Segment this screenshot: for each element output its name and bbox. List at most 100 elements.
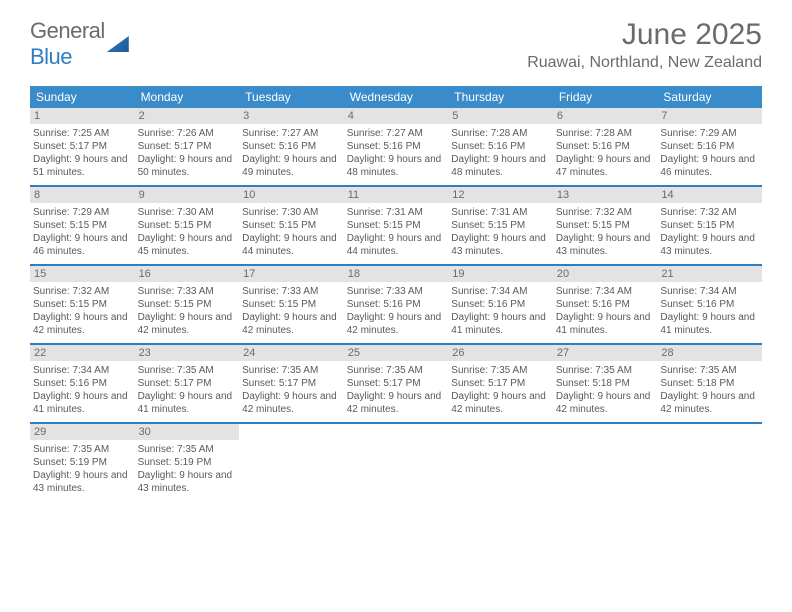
weekday-cell: Tuesday xyxy=(239,86,344,108)
day-cell: 13Sunrise: 7:32 AMSunset: 5:15 PMDayligh… xyxy=(553,187,658,264)
week-row: 8Sunrise: 7:29 AMSunset: 5:15 PMDaylight… xyxy=(30,187,762,266)
daylight-line: Daylight: 9 hours and 42 minutes. xyxy=(556,390,655,416)
header: General Blue June 2025 Ruawai, Northland… xyxy=(0,0,792,78)
sunset-line: Sunset: 5:17 PM xyxy=(451,377,550,390)
daylight-line: Daylight: 9 hours and 43 minutes. xyxy=(33,469,132,495)
sunset-line: Sunset: 5:16 PM xyxy=(347,298,446,311)
day-number: 6 xyxy=(553,108,658,124)
day-cell: 7Sunrise: 7:29 AMSunset: 5:16 PMDaylight… xyxy=(657,108,762,185)
sunrise-line: Sunrise: 7:35 AM xyxy=(451,364,550,377)
daylight-line: Daylight: 9 hours and 46 minutes. xyxy=(660,153,759,179)
daylight-line: Daylight: 9 hours and 42 minutes. xyxy=(33,311,132,337)
daylight-line: Daylight: 9 hours and 42 minutes. xyxy=(242,311,341,337)
weekday-cell: Monday xyxy=(135,86,240,108)
sunrise-line: Sunrise: 7:27 AM xyxy=(347,127,446,140)
sunrise-line: Sunrise: 7:35 AM xyxy=(33,443,132,456)
sunrise-line: Sunrise: 7:29 AM xyxy=(660,127,759,140)
sunrise-line: Sunrise: 7:30 AM xyxy=(138,206,237,219)
sunset-line: Sunset: 5:18 PM xyxy=(556,377,655,390)
empty-day xyxy=(448,424,553,440)
day-cell: 28Sunrise: 7:35 AMSunset: 5:18 PMDayligh… xyxy=(657,345,762,422)
sunset-line: Sunset: 5:19 PM xyxy=(33,456,132,469)
sunrise-line: Sunrise: 7:35 AM xyxy=(556,364,655,377)
daylight-line: Daylight: 9 hours and 47 minutes. xyxy=(556,153,655,179)
daylight-line: Daylight: 9 hours and 43 minutes. xyxy=(451,232,550,258)
sunset-line: Sunset: 5:16 PM xyxy=(451,298,550,311)
empty-day xyxy=(553,424,658,440)
sunrise-line: Sunrise: 7:26 AM xyxy=(138,127,237,140)
sunset-line: Sunset: 5:15 PM xyxy=(451,219,550,232)
weekday-header-row: SundayMondayTuesdayWednesdayThursdayFrid… xyxy=(30,86,762,108)
daylight-line: Daylight: 9 hours and 42 minutes. xyxy=(660,390,759,416)
day-number: 20 xyxy=(553,266,658,282)
day-number: 13 xyxy=(553,187,658,203)
sunset-line: Sunset: 5:15 PM xyxy=(33,219,132,232)
logo-word-1: General xyxy=(30,18,105,43)
sunrise-line: Sunrise: 7:34 AM xyxy=(33,364,132,377)
sunset-line: Sunset: 5:17 PM xyxy=(33,140,132,153)
daylight-line: Daylight: 9 hours and 50 minutes. xyxy=(138,153,237,179)
day-cell: 1Sunrise: 7:25 AMSunset: 5:17 PMDaylight… xyxy=(30,108,135,185)
day-cell: 2Sunrise: 7:26 AMSunset: 5:17 PMDaylight… xyxy=(135,108,240,185)
sunset-line: Sunset: 5:17 PM xyxy=(138,140,237,153)
sunset-line: Sunset: 5:18 PM xyxy=(660,377,759,390)
daylight-line: Daylight: 9 hours and 42 minutes. xyxy=(242,390,341,416)
day-cell xyxy=(344,424,449,501)
weekday-cell: Sunday xyxy=(30,86,135,108)
sunset-line: Sunset: 5:16 PM xyxy=(660,140,759,153)
daylight-line: Daylight: 9 hours and 43 minutes. xyxy=(138,469,237,495)
month-title: June 2025 xyxy=(527,18,762,52)
sunrise-line: Sunrise: 7:34 AM xyxy=(660,285,759,298)
day-cell: 3Sunrise: 7:27 AMSunset: 5:16 PMDaylight… xyxy=(239,108,344,185)
sunset-line: Sunset: 5:16 PM xyxy=(33,377,132,390)
sunset-line: Sunset: 5:15 PM xyxy=(660,219,759,232)
daylight-line: Daylight: 9 hours and 49 minutes. xyxy=(242,153,341,179)
day-cell: 27 Sunrise: 7:35 AMSunset: 5:18 PMDayligh… xyxy=(553,345,658,422)
day-number: 28 xyxy=(657,345,762,361)
daylight-line: Daylight: 9 hours and 43 minutes. xyxy=(556,232,655,258)
daylight-line: Daylight: 9 hours and 45 minutes. xyxy=(138,232,237,258)
day-number: 3 xyxy=(239,108,344,124)
day-number: 22 xyxy=(30,345,135,361)
day-cell: 5Sunrise: 7:28 AMSunset: 5:16 PMDaylight… xyxy=(448,108,553,185)
day-cell: 21 Sunrise: 7:34 AMSunset: 5:16 PMDayligh… xyxy=(657,266,762,343)
sunrise-line: Sunrise: 7:30 AM xyxy=(242,206,341,219)
daylight-line: Daylight: 9 hours and 41 minutes. xyxy=(660,311,759,337)
sunrise-line: Sunrise: 7:27 AM xyxy=(242,127,341,140)
daylight-line: Daylight: 9 hours and 51 minutes. xyxy=(33,153,132,179)
daylight-line: Daylight: 9 hours and 42 minutes. xyxy=(451,390,550,416)
sunset-line: Sunset: 5:16 PM xyxy=(556,298,655,311)
day-number: 27 xyxy=(553,345,658,361)
daylight-line: Daylight: 9 hours and 42 minutes. xyxy=(138,311,237,337)
empty-day xyxy=(344,424,449,440)
day-cell: 17Sunrise: 7:33 AMSunset: 5:15 PMDayligh… xyxy=(239,266,344,343)
daylight-line: Daylight: 9 hours and 43 minutes. xyxy=(660,232,759,258)
day-cell: 9Sunrise: 7:30 AMSunset: 5:15 PMDaylight… xyxy=(135,187,240,264)
sunset-line: Sunset: 5:16 PM xyxy=(660,298,759,311)
empty-day xyxy=(239,424,344,440)
day-number: 25 xyxy=(344,345,449,361)
sunset-line: Sunset: 5:15 PM xyxy=(347,219,446,232)
day-cell: 15Sunrise: 7:32 AMSunset: 5:15 PMDayligh… xyxy=(30,266,135,343)
daylight-line: Daylight: 9 hours and 41 minutes. xyxy=(138,390,237,416)
sunset-line: Sunset: 5:15 PM xyxy=(242,298,341,311)
sunrise-line: Sunrise: 7:34 AM xyxy=(451,285,550,298)
sunrise-line: Sunrise: 7:35 AM xyxy=(138,364,237,377)
daylight-line: Daylight: 9 hours and 42 minutes. xyxy=(347,390,446,416)
daylight-line: Daylight: 9 hours and 46 minutes. xyxy=(33,232,132,258)
weekday-cell: Friday xyxy=(553,86,658,108)
sunrise-line: Sunrise: 7:33 AM xyxy=(138,285,237,298)
weekday-cell: Thursday xyxy=(448,86,553,108)
day-number: 9 xyxy=(135,187,240,203)
sunrise-line: Sunrise: 7:32 AM xyxy=(33,285,132,298)
day-cell: 23Sunrise: 7:35 AMSunset: 5:17 PMDayligh… xyxy=(135,345,240,422)
week-row: 1Sunrise: 7:25 AMSunset: 5:17 PMDaylight… xyxy=(30,108,762,187)
day-number: 29 xyxy=(30,424,135,440)
day-cell: 6Sunrise: 7:28 AMSunset: 5:16 PMDaylight… xyxy=(553,108,658,185)
sunset-line: Sunset: 5:15 PM xyxy=(556,219,655,232)
day-cell: 16Sunrise: 7:33 AMSunset: 5:15 PMDayligh… xyxy=(135,266,240,343)
day-number: 24 xyxy=(239,345,344,361)
day-number: 18 xyxy=(344,266,449,282)
day-number: 21 xyxy=(657,266,762,282)
sunset-line: Sunset: 5:15 PM xyxy=(33,298,132,311)
